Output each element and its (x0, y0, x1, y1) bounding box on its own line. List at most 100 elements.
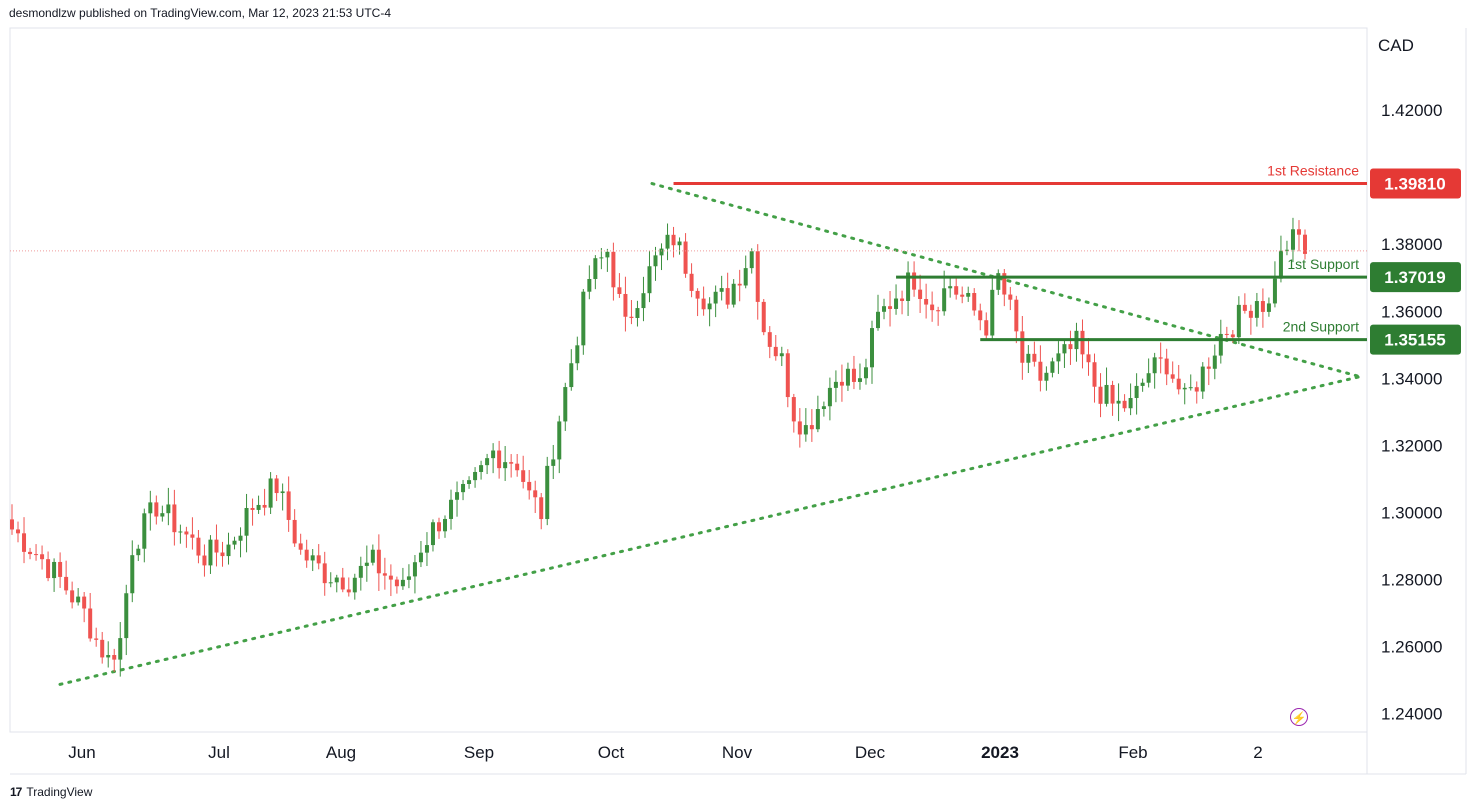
y-tick-label: 1.24000 (1381, 705, 1442, 724)
candle (1158, 342, 1163, 374)
candle (1086, 338, 1091, 376)
candle (28, 547, 33, 560)
candle (100, 631, 105, 664)
candle (629, 300, 634, 325)
candle (972, 288, 977, 316)
candle (545, 456, 550, 526)
candle (599, 248, 604, 270)
candle (232, 536, 237, 550)
candle (876, 294, 881, 331)
candle (1176, 364, 1181, 395)
candle (539, 492, 544, 530)
candle (370, 544, 375, 566)
candle (563, 382, 568, 431)
x-tick-label: Oct (598, 743, 625, 762)
candle (178, 524, 183, 544)
candle (154, 495, 159, 525)
candle (196, 529, 201, 564)
candle (1056, 341, 1061, 374)
candle (310, 548, 315, 572)
candle (479, 460, 484, 480)
candle (990, 276, 995, 341)
candle (1218, 319, 1223, 364)
candle (106, 641, 111, 668)
x-tick-label: 2023 (981, 743, 1019, 762)
candle (978, 303, 983, 331)
candle (485, 453, 490, 475)
candle (184, 526, 189, 548)
candle (960, 286, 965, 304)
candle (124, 584, 129, 656)
candle (509, 454, 514, 478)
candle (40, 545, 45, 570)
candle (436, 517, 441, 539)
y-tick-label: 1.34000 (1381, 369, 1442, 388)
1st-support-price-text: 1.37019 (1384, 268, 1445, 287)
candle (394, 576, 399, 594)
tradingview-brand-text: TradingView (26, 785, 93, 799)
candle (52, 558, 57, 592)
x-tick-label: Dec (855, 743, 886, 762)
y-tick-label: 1.26000 (1381, 638, 1442, 657)
x-tick-label: 2 (1253, 743, 1262, 762)
candle (707, 297, 712, 327)
candle (1050, 357, 1055, 378)
candle (1134, 373, 1139, 415)
candle (984, 312, 989, 340)
candle (767, 326, 772, 359)
candle (1140, 378, 1145, 392)
candle (1290, 217, 1295, 263)
1st-resistance-price-badge (1370, 168, 1461, 199)
flash-icon[interactable]: ⚡ (1290, 708, 1308, 726)
candle (677, 237, 682, 255)
candle (112, 648, 117, 672)
candle (142, 508, 147, 563)
candle (821, 401, 826, 417)
y-tick-label: 1.30000 (1381, 503, 1442, 522)
y-tick-label: 1.38000 (1381, 235, 1442, 254)
candle (491, 443, 496, 474)
candle (352, 573, 357, 600)
candle (322, 551, 327, 596)
candle (1038, 345, 1043, 392)
candle (1074, 322, 1079, 362)
candle (743, 255, 748, 289)
candle (551, 444, 556, 480)
candle (274, 475, 279, 502)
candle (773, 334, 778, 361)
candle (280, 483, 285, 511)
candle (779, 346, 784, 367)
candle (430, 519, 435, 552)
descending-trendline (650, 182, 1362, 379)
candle (1122, 394, 1127, 412)
candle (1296, 220, 1301, 252)
candle (443, 515, 448, 538)
candle (1254, 292, 1259, 327)
candle (833, 370, 838, 403)
candle (88, 592, 93, 642)
candle (364, 545, 369, 582)
candle (238, 527, 243, 558)
candle (557, 415, 562, 474)
candle (461, 479, 466, 501)
candle (749, 248, 754, 274)
candle (166, 487, 171, 526)
candle (1164, 348, 1169, 386)
candle (888, 291, 893, 327)
candle (10, 504, 14, 535)
candle (839, 364, 844, 402)
candle (1092, 353, 1097, 403)
candle (226, 532, 231, 565)
candle (16, 521, 21, 543)
candle (948, 276, 953, 298)
tradingview-logo-icon: 17 (10, 785, 22, 799)
candle (719, 275, 724, 301)
candle (256, 495, 261, 514)
candle (1068, 330, 1073, 365)
candle (1206, 357, 1211, 386)
candle (455, 481, 460, 517)
candle (1272, 261, 1277, 308)
candle (1098, 373, 1103, 418)
candle (1152, 352, 1157, 389)
